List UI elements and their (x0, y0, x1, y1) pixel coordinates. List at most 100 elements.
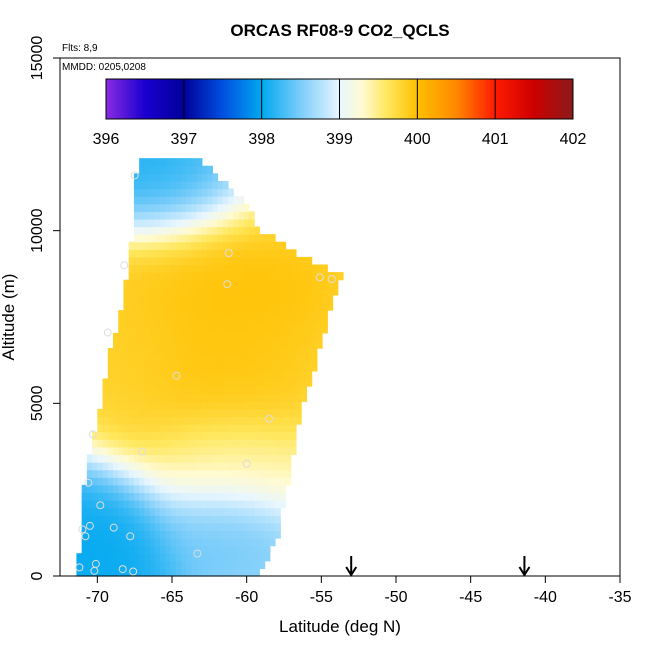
field-cell (269, 386, 276, 395)
field-cell (160, 424, 166, 433)
field-cell (285, 386, 292, 395)
field-cell (196, 241, 203, 250)
field-cell (228, 340, 234, 349)
field-cell (175, 553, 182, 562)
field-cell (201, 439, 208, 448)
field-cell (248, 317, 255, 326)
field-cell (160, 272, 166, 281)
field-cell (186, 393, 193, 402)
field-cell (228, 424, 234, 433)
field-cell (113, 515, 119, 524)
field-cell (186, 454, 193, 463)
field-cell (275, 348, 281, 357)
field-cell (254, 241, 260, 250)
field-cell (222, 401, 229, 410)
field-cell (243, 545, 250, 554)
field-cell (170, 264, 177, 273)
field-cell (86, 538, 93, 547)
field-cell (264, 234, 271, 243)
field-cell (186, 158, 193, 167)
field-cell (238, 492, 245, 501)
field-cell (144, 203, 151, 212)
field-cell (186, 538, 193, 547)
field-cell (149, 226, 156, 235)
field-cell (170, 226, 177, 235)
field-cell (254, 234, 260, 243)
field-cell (170, 530, 177, 539)
field-cell (123, 363, 130, 372)
sample-point (84, 478, 93, 487)
field-cell (243, 226, 250, 235)
field-cell (133, 484, 140, 494)
field-cell (149, 272, 156, 281)
field-cell (186, 317, 193, 326)
field-cell (201, 279, 208, 288)
field-cell (165, 560, 172, 570)
field-cell (248, 560, 255, 570)
field-cell (295, 348, 302, 357)
field-cell (196, 332, 203, 342)
field-cell (128, 484, 135, 494)
field-cell (269, 477, 276, 486)
field-cell (139, 370, 145, 380)
colorbar: 396 397 398 399 400 401 402 (93, 78, 586, 148)
field-cell (165, 370, 172, 380)
field-cell (113, 332, 119, 342)
field-cell (207, 416, 213, 425)
field-cell (123, 492, 130, 501)
field-cell (212, 454, 219, 463)
field-cell (123, 500, 130, 509)
field-cell (201, 203, 208, 212)
field-cell (207, 530, 213, 539)
field-cell (222, 272, 229, 281)
field-cell (196, 294, 203, 304)
field-cell (186, 568, 193, 577)
field-cell (269, 378, 276, 387)
field-cell (207, 386, 213, 395)
field-cell (139, 188, 145, 197)
field-cell (191, 158, 198, 167)
field-cell (290, 355, 297, 364)
field-cell (233, 408, 240, 418)
field-cell (228, 530, 234, 539)
field-cell (196, 325, 203, 334)
field-cell (180, 416, 187, 425)
field-cell (160, 568, 166, 577)
field-cell (243, 211, 250, 220)
field-cell (269, 241, 276, 250)
field-cell (154, 386, 161, 395)
field-cell (222, 545, 229, 554)
field-cell (180, 241, 187, 250)
field-cell (102, 484, 109, 494)
field-cell (254, 568, 260, 577)
field-cell (196, 317, 203, 326)
field-cell (175, 507, 182, 516)
field-cell (154, 234, 161, 243)
field-cell (295, 393, 302, 402)
field-cell (222, 188, 229, 197)
field-cell (222, 256, 229, 266)
field-cell (217, 408, 224, 418)
field-cell (154, 256, 161, 266)
field-cell (228, 469, 234, 478)
sample-point (315, 273, 324, 282)
field-cell (165, 188, 172, 197)
field-cell (311, 272, 318, 281)
field-cell (165, 522, 172, 532)
field-cell (170, 188, 177, 197)
field-cell (165, 256, 172, 266)
field-cell (175, 401, 182, 410)
field-cell (191, 234, 198, 243)
field-cell (92, 522, 98, 532)
field-cell (212, 416, 219, 425)
field-cell (259, 401, 266, 410)
field-cell (180, 165, 187, 174)
field-cell (170, 355, 177, 364)
field-cell (113, 378, 119, 387)
field-cell (269, 325, 276, 334)
field-cell (186, 530, 193, 539)
field-cell (102, 386, 109, 395)
field-cell (207, 188, 213, 197)
field-cell (196, 340, 203, 349)
field-cell (133, 211, 140, 220)
